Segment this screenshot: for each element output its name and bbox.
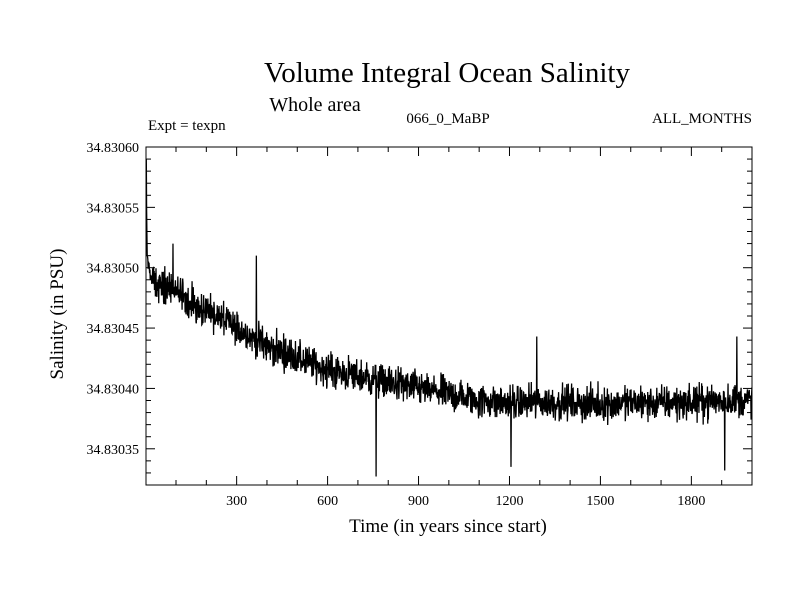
x-tick-label: 600 (317, 494, 338, 509)
annotation-months: ALL_MONTHS (652, 111, 752, 127)
annotation-run-id: 066_0_MaBP (406, 111, 489, 127)
series-line (146, 159, 752, 477)
y-tick-label: 34.83060 (87, 141, 140, 156)
chart-title: Volume Integral Ocean Salinity (264, 57, 630, 89)
y-tick-label: 34.83035 (87, 443, 140, 458)
chart-subtitle: Whole area (269, 94, 361, 116)
y-axis-label: Salinity (in PSU) (47, 249, 68, 380)
y-tick-label: 34.83045 (87, 322, 140, 337)
axes: 300 600 900 1200 1500 1800 34.83035 34.83040 34.… (87, 141, 753, 509)
x-tick-label: 300 (226, 494, 247, 509)
annotation-experiment: Expt = texpn (148, 118, 226, 134)
x-tick-label: 1800 (677, 494, 705, 509)
x-axis-label: Time (in years since start) (349, 516, 547, 537)
y-tick-label: 34.83040 (87, 382, 140, 397)
x-tick-label: 1200 (495, 494, 523, 509)
y-tick-label: 34.83055 (87, 201, 140, 216)
x-tick-label: 900 (408, 494, 429, 509)
y-tick-label: 34.83050 (87, 262, 140, 277)
x-tick-label: 1500 (586, 494, 614, 509)
